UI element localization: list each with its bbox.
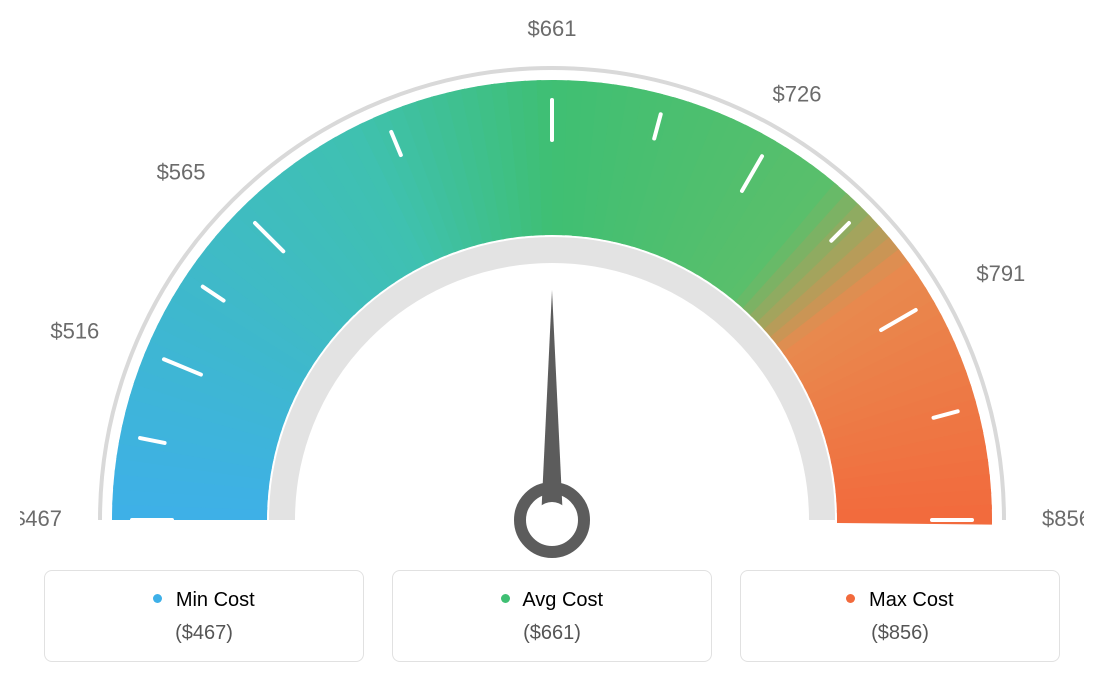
legend-label-max: Max Cost: [741, 589, 1059, 612]
gauge-tick-label: $661: [528, 20, 577, 41]
gauge-tick-label: $565: [157, 159, 206, 184]
gauge-tick-label: $791: [976, 261, 1025, 286]
legend-label-avg-text: Avg Cost: [522, 589, 603, 611]
legend-row: Min Cost ($467) Avg Cost ($661) Max Cost…: [20, 570, 1084, 662]
gauge-tick-label: $856: [1042, 506, 1084, 531]
legend-label-avg: Avg Cost: [393, 589, 711, 612]
legend-label-max-text: Max Cost: [869, 589, 953, 611]
gauge-needle-hub-inner: [534, 502, 570, 538]
gauge-tick-label: $467: [20, 506, 62, 531]
dot-max-icon: [846, 594, 855, 603]
legend-label-min-text: Min Cost: [176, 589, 255, 611]
legend-value-min: ($467): [45, 622, 363, 645]
dot-avg-icon: [501, 594, 510, 603]
legend-card-max: Max Cost ($856): [740, 570, 1060, 662]
dot-min-icon: [153, 594, 162, 603]
legend-card-min: Min Cost ($467): [44, 570, 364, 662]
legend-value-max: ($856): [741, 622, 1059, 645]
legend-value-avg: ($661): [393, 622, 711, 645]
gauge-chart: $467 $516 $565 $661 $726 $791 $856: [20, 20, 1084, 560]
gauge-tick-label: $726: [773, 81, 822, 106]
gauge-svg: $467 $516 $565 $661 $726 $791 $856: [20, 20, 1084, 560]
legend-label-min: Min Cost: [45, 589, 363, 612]
legend-card-avg: Avg Cost ($661): [392, 570, 712, 662]
gauge-tick-label: $516: [50, 318, 99, 343]
